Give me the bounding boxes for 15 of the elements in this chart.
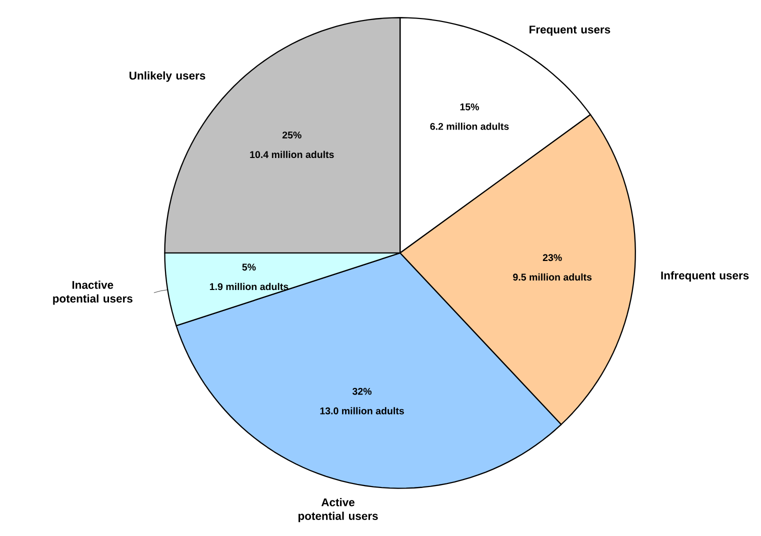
data-label: 32% <box>352 388 372 395</box>
slice-label: Unlikely users <box>130 71 206 82</box>
slice-label: Active potential users <box>298 498 378 522</box>
data-label: 23% <box>542 254 562 261</box>
data-label: 15% <box>460 103 480 110</box>
text: 1.9 million adults <box>210 282 288 290</box>
text: 10.4 million adults <box>250 150 334 158</box>
data-label: 5% <box>242 264 256 270</box>
text: 6.2 million adults <box>430 122 509 130</box>
text: 9.5 million adults <box>513 273 592 280</box>
legend-label: Inactive potential users <box>53 280 132 305</box>
slice-label: Infrequent users <box>661 271 749 282</box>
text: 13.0 million adults <box>320 407 404 414</box>
data-label: 25% <box>282 131 302 138</box>
slice-label: Frequent users <box>530 26 610 36</box>
